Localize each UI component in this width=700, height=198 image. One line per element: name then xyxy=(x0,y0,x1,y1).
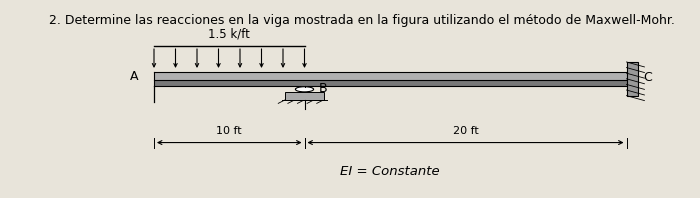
Circle shape xyxy=(295,87,314,92)
Bar xyxy=(154,80,626,86)
Text: 2. Determine las reacciones en la viga mostrada en la figura utilizando el métod: 2. Determine las reacciones en la viga m… xyxy=(49,14,675,27)
Text: C: C xyxy=(643,71,652,84)
Bar xyxy=(626,62,638,96)
Bar xyxy=(286,92,323,100)
Text: B: B xyxy=(318,82,327,95)
Text: 10 ft: 10 ft xyxy=(216,126,242,136)
Text: EI = Constante: EI = Constante xyxy=(340,165,440,178)
Bar xyxy=(154,72,626,80)
Text: 1.5 k/ft: 1.5 k/ft xyxy=(209,27,250,40)
Text: A: A xyxy=(130,69,139,83)
Text: 20 ft: 20 ft xyxy=(453,126,478,136)
